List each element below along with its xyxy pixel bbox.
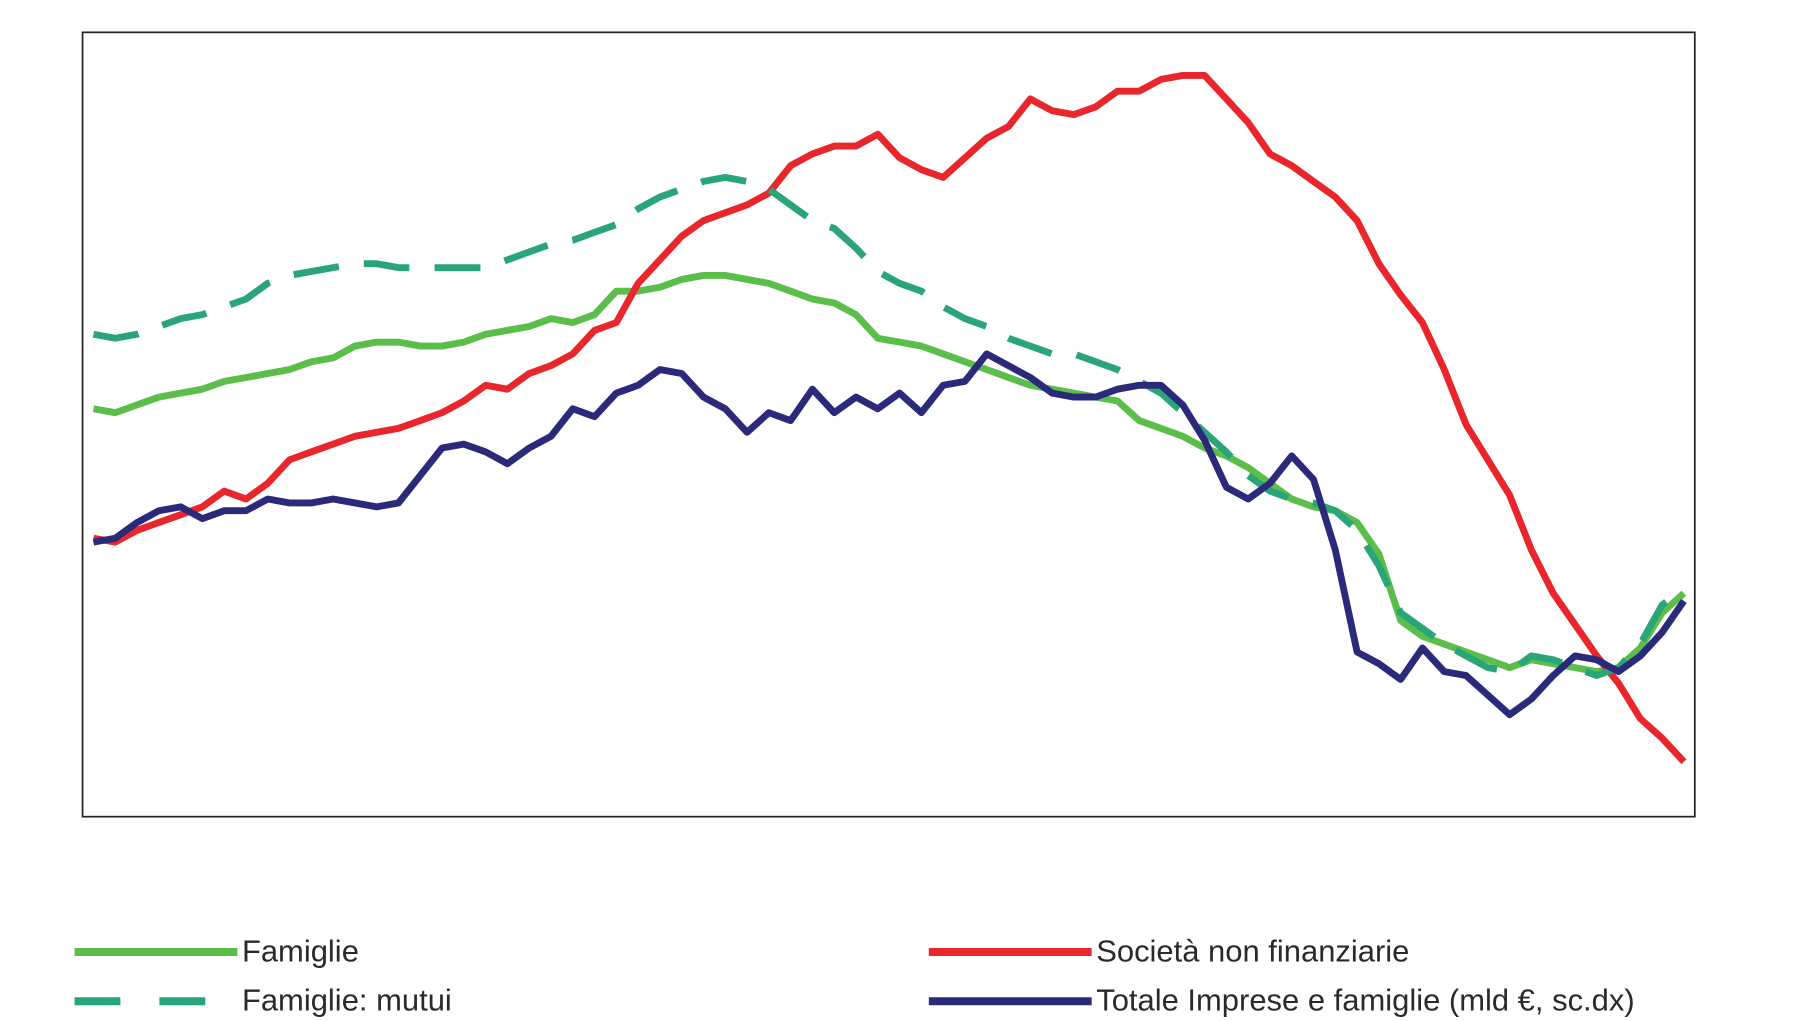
legend-label: Famiglie [242,933,359,968]
lines [92,72,1687,765]
series-line [92,72,1687,765]
series-line [92,271,1687,676]
legend-label: Famiglie: mutui [242,983,452,1018]
plot-frame [81,31,1696,818]
legend-label: Società non finanziarie [1096,933,1409,968]
series-line [92,350,1687,719]
series-line [92,173,1686,679]
legend: Famiglie Società non finanziarie Famiglie:… [74,933,1635,1018]
legend-label: Totale Imprese e famiglie (mld €, sc.dx) [1096,983,1634,1018]
